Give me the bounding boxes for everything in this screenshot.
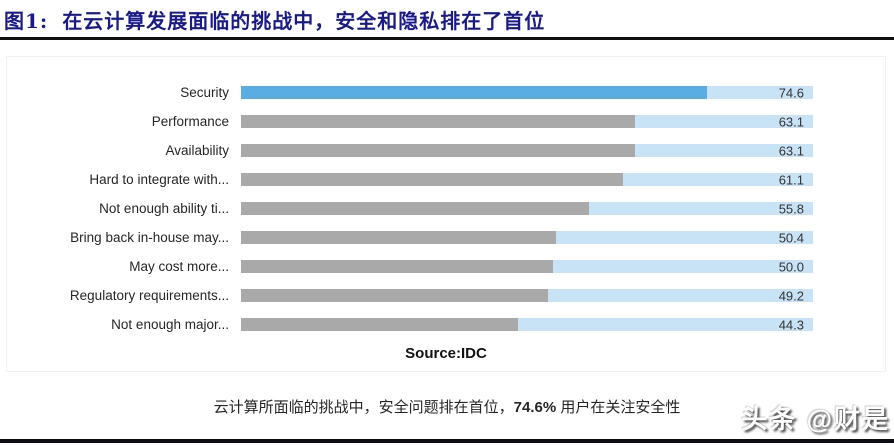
- chart-caption: 云计算所面临的挑战中，安全问题排在首位，74.6% 用户在关注安全性: [0, 396, 894, 417]
- caption-prefix: 云计算所面临的挑战中，安全问题排在首位，: [213, 399, 514, 416]
- bar-row: May cost more... 50.0: [7, 252, 885, 281]
- bar-row: Bring back in-house may... 50.4: [7, 223, 885, 252]
- figure-title-text: 在云计算发展面临的挑战中，安全和隐私排在了首位: [62, 9, 546, 33]
- category-label: Not enough major...: [111, 317, 229, 332]
- bottom-divider-rule: [0, 439, 894, 443]
- bar-track: 63.1: [241, 114, 813, 129]
- caption-highlight-value: 74.6%: [513, 399, 557, 416]
- bar-track: 50.4: [241, 230, 813, 245]
- title-divider-rule: [0, 37, 894, 40]
- source-label: Source:IDC: [405, 345, 487, 362]
- bar-fill: [241, 318, 518, 331]
- caption-suffix: 用户在关注安全性: [556, 399, 681, 416]
- bar-chart-rows: Security 74.6 Performance 63.1 Availability 6…: [7, 78, 885, 339]
- value-label: 55.8: [778, 201, 804, 216]
- bar-fill: [241, 202, 590, 215]
- value-label: 50.4: [778, 230, 804, 245]
- bar-chart-panel: Security 74.6 Performance 63.1 Availability 6…: [6, 56, 886, 372]
- bar-track: 55.8: [241, 201, 813, 216]
- value-label: 44.3: [778, 317, 804, 332]
- category-label: Security: [180, 85, 229, 100]
- bar-row: Security 74.6: [7, 78, 885, 107]
- bar-row: Not enough major... 44.3: [7, 310, 885, 339]
- category-label: Bring back in-house may...: [70, 230, 229, 245]
- figure-number-label: 图1:: [4, 9, 49, 33]
- category-label: Availability: [165, 143, 229, 158]
- bar-fill: [241, 260, 554, 273]
- category-label: Regulatory requirements...: [69, 288, 229, 303]
- value-label: 61.1: [778, 172, 804, 187]
- bar-track: 63.1: [241, 143, 813, 158]
- bar-fill: [241, 231, 556, 244]
- figure-title: 图1: 在云计算发展面临的挑战中，安全和隐私排在了首位: [4, 5, 545, 34]
- category-label: Performance: [151, 114, 229, 129]
- bar-track: 49.2: [241, 288, 813, 303]
- watermark-text: 头条 @财是: [741, 404, 890, 434]
- bar-track: 61.1: [241, 172, 813, 187]
- bar-fill: [241, 173, 623, 186]
- bar-row: Regulatory requirements... 49.2: [7, 281, 885, 310]
- value-label: 49.2: [778, 288, 804, 303]
- bar-track: 50.0: [241, 259, 813, 274]
- value-label: 50.0: [778, 259, 804, 274]
- category-label: Hard to integrate with...: [89, 172, 229, 187]
- bar-row: Availability 63.1: [7, 136, 885, 165]
- bar-row: Not enough ability ti... 55.8: [7, 194, 885, 223]
- category-label: Not enough ability ti...: [99, 201, 229, 216]
- bar-row: Performance 63.1: [7, 107, 885, 136]
- value-label: 63.1: [778, 114, 804, 129]
- bar-row: Hard to integrate with... 61.1: [7, 165, 885, 194]
- bar-track: 44.3: [241, 317, 813, 332]
- bar-fill: [241, 115, 636, 128]
- bar-fill: [241, 144, 636, 157]
- bar-fill: [241, 86, 707, 99]
- value-label: 74.6: [778, 85, 804, 100]
- category-label: May cost more...: [129, 259, 229, 274]
- bar-track: 74.6: [241, 85, 813, 100]
- bar-fill: [241, 289, 549, 302]
- value-label: 63.1: [778, 143, 804, 158]
